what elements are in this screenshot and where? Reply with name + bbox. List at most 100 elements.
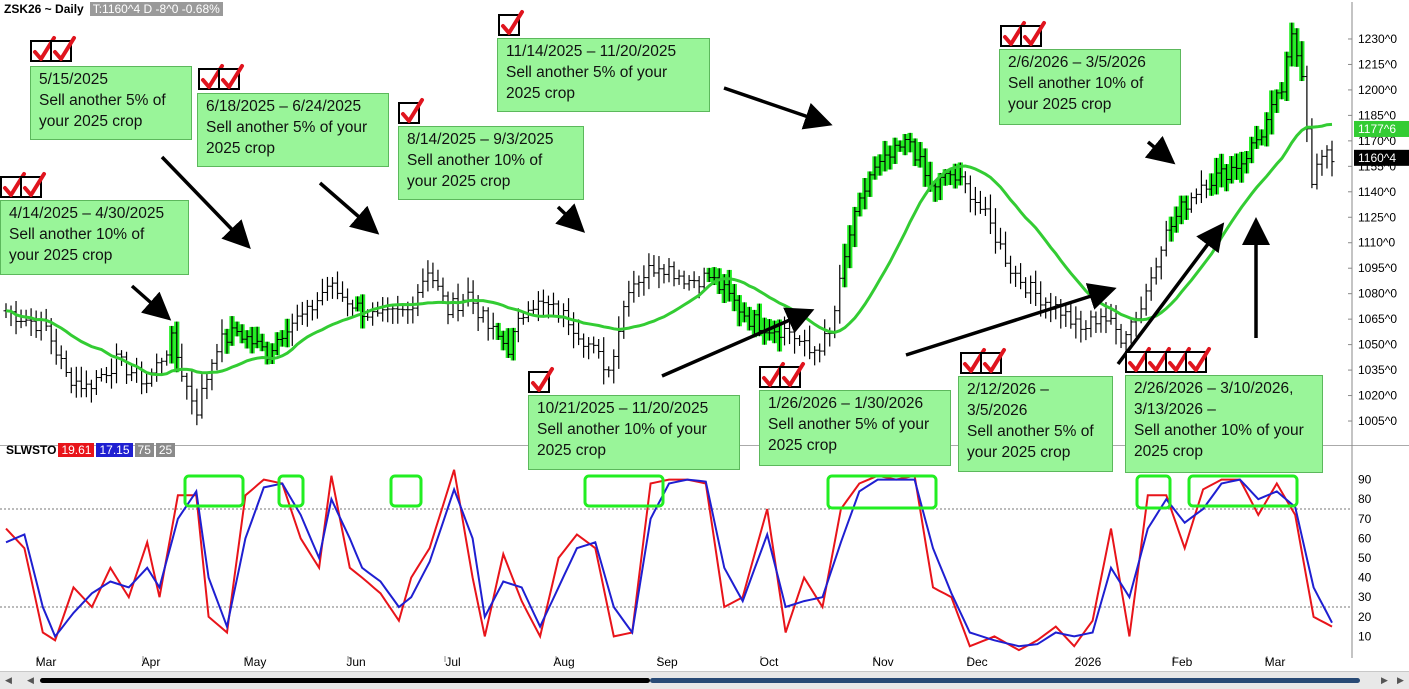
note-line: Sell another 5% of your [206,119,368,136]
note-line: Sell another 5% of [39,92,166,109]
annotation-arrow [555,203,586,233]
check-stroke [1168,347,1191,372]
check-icon [1165,347,1191,373]
scroll-end-icon[interactable]: ▶ [1381,675,1388,685]
check-icon [1000,21,1026,47]
indicator-legend: SLWSTO 19.61 17.15 75 25 [6,443,176,457]
check-stroke [1188,347,1211,372]
note-line: 6/18/2025 – 6/24/2025 [206,98,362,115]
check-icon [30,36,56,62]
red-check-icon [762,362,785,387]
check-stroke [782,362,805,387]
month-label: Apr [142,655,161,669]
osc-tick-label: 60 [1358,531,1372,545]
price-tick-label: 1230^0 [1358,32,1397,46]
red-check-icon [983,348,1006,373]
overbought-box [1187,474,1299,508]
scrollbar-thumb[interactable] [650,678,1360,683]
check-icon [20,172,46,198]
axes: 1230^01215^01200^01185^01170^01155^01140… [36,32,1409,669]
checkmarks [30,36,76,62]
note-5-15: 5/15/2025 Sell another 5% of your 2025 cro… [30,66,192,140]
price-tick-label: 1215^0 [1358,57,1397,71]
annotation-arrow [723,86,833,130]
check-icon [1145,347,1171,373]
checkmarks [759,362,805,388]
check-stroke [53,36,76,61]
horizontal-scrollbar[interactable]: ◀ ◀ ▶ ▶ [0,671,1409,689]
scroll-left-icon[interactable]: ◀ [5,675,12,685]
annotation-arrow [318,181,380,235]
note-line: 2025 crop [206,140,275,157]
checkmarks [0,172,46,198]
osc-tick-label: 50 [1358,551,1372,565]
checkmarks [1000,21,1046,47]
indicator-name: SLWSTO [6,443,57,457]
check-icon [759,362,785,388]
note-8-14: 8/14/2025 – 9/3/2025 Sell another 10% of y… [398,126,584,200]
check-icon [498,10,524,36]
note-line: 2/26/2026 – 3/10/2026, [1134,380,1294,397]
checkmarks [198,64,244,90]
month-label: Aug [553,655,574,669]
red-check-icon [33,36,56,61]
note-line: 3/13/2026 – [1134,401,1216,418]
price-tick-label: 1065^0 [1358,312,1397,326]
note-2-6: 2/6/2026 – 3/5/2026 Sell another 10% of yo… [999,49,1181,125]
annotation-arrow [905,283,1117,357]
scroll-start-icon[interactable]: ◀ [27,675,34,685]
note-line: your 2025 crop [407,173,511,190]
chart-header: ZSK26 ~ Daily T:1160^4 D -8^0 -0.68% [4,2,223,16]
price-tick-label: 1140^0 [1358,185,1396,199]
annotation-arrows [130,86,1270,378]
note-11-14: 11/14/2025 – 11/20/2025 Sell another 5% o… [497,38,710,112]
check-stroke [1023,21,1046,46]
note-line: 2/12/2026 – [967,381,1049,398]
price-tick-label: 1005^0 [1358,414,1397,428]
red-check-icon [1023,21,1046,46]
scrollbar-track-left[interactable] [40,678,650,683]
note-line: Sell another 5% of your [506,64,668,81]
note-10-21: 10/21/2025 – 11/20/2025 Sell another 10% … [528,395,740,470]
check-icon [218,64,244,90]
check-stroke [201,64,224,89]
check-icon [779,362,805,388]
note-2-26: 2/26/2026 – 3/10/2026, 3/13/2026 – Sell an… [1125,375,1323,473]
price-tick-label: 1050^0 [1358,338,1397,352]
scroll-right-icon[interactable]: ▶ [1397,675,1404,685]
osc-tick-label: 10 [1358,629,1372,643]
note-line: 1/26/2026 – 1/30/2026 [768,395,924,412]
check-stroke [963,348,986,373]
osc-tick-label: 20 [1358,610,1372,624]
note-line: 5/15/2025 [39,71,108,88]
check-stroke [401,98,424,123]
osc-tick-label: 70 [1358,512,1372,526]
annotation-arrow [130,284,172,321]
osc-tick-label: 90 [1358,473,1372,487]
check-stroke [33,36,56,61]
check-stroke [762,362,785,387]
note-line: Sell another 10% of your [537,421,707,438]
note-line: 11/14/2025 – 11/20/2025 [506,43,677,60]
note-line: Sell another 10% of your [1134,422,1304,439]
red-check-icon [53,36,76,61]
month-label: May [244,655,267,669]
note-2-12: 2/12/2026 – 3/5/2026 Sell another 5% of you… [958,376,1113,472]
price-tick-label: 1095^0 [1358,261,1397,275]
checkmarks [398,98,424,124]
note-line: 2/6/2026 – 3/5/2026 [1008,54,1146,71]
red-check-icon [1003,21,1026,46]
check-stroke [1003,21,1026,46]
red-check-icon [501,10,524,35]
red-check-icon [531,367,554,392]
check-icon [398,98,424,124]
check-icon [960,348,986,374]
note-line: your 2025 crop [1008,96,1112,113]
month-label: Nov [872,655,893,669]
month-label: Oct [760,655,779,669]
red-check-icon [401,98,424,123]
annotation-arrow [1116,222,1225,366]
k-line [5,469,1333,652]
month-label: Feb [1172,655,1193,669]
